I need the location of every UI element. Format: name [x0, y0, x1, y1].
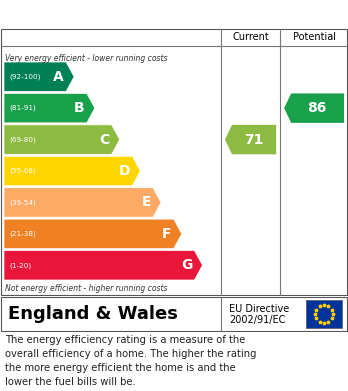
Text: 71: 71: [244, 133, 263, 147]
Text: F: F: [162, 227, 172, 241]
Text: (92-100): (92-100): [9, 74, 40, 80]
Text: (55-68): (55-68): [9, 168, 36, 174]
Text: 2002/91/EC: 2002/91/EC: [229, 316, 285, 325]
Text: England & Wales: England & Wales: [8, 305, 178, 323]
Text: (39-54): (39-54): [9, 199, 36, 206]
Text: Current: Current: [232, 32, 269, 42]
Bar: [306, 300, 342, 328]
Text: (81-91): (81-91): [9, 105, 36, 111]
Text: A: A: [53, 70, 64, 84]
Text: B: B: [74, 101, 85, 115]
Text: 86: 86: [307, 101, 327, 115]
Text: Very energy efficient - lower running costs: Very energy efficient - lower running co…: [5, 54, 167, 63]
Polygon shape: [284, 93, 344, 123]
Text: Not energy efficient - higher running costs: Not energy efficient - higher running co…: [5, 284, 167, 293]
Polygon shape: [4, 219, 182, 249]
Polygon shape: [4, 62, 74, 91]
Text: (69-80): (69-80): [9, 136, 36, 143]
Text: C: C: [100, 133, 110, 147]
Text: The energy efficiency rating is a measure of the
overall efficiency of a home. T: The energy efficiency rating is a measur…: [5, 335, 256, 387]
Polygon shape: [4, 156, 140, 186]
Polygon shape: [225, 125, 276, 154]
Polygon shape: [4, 125, 120, 154]
Polygon shape: [4, 188, 161, 217]
Polygon shape: [4, 251, 203, 280]
Text: D: D: [119, 164, 130, 178]
Text: (1-20): (1-20): [9, 262, 31, 269]
Text: (21-38): (21-38): [9, 231, 36, 237]
Text: EU Directive: EU Directive: [229, 303, 289, 314]
Text: Energy Efficiency Rating: Energy Efficiency Rating: [8, 7, 229, 22]
Polygon shape: [4, 93, 95, 123]
Text: Potential: Potential: [293, 32, 335, 42]
Text: E: E: [142, 196, 151, 210]
Text: G: G: [181, 258, 192, 272]
